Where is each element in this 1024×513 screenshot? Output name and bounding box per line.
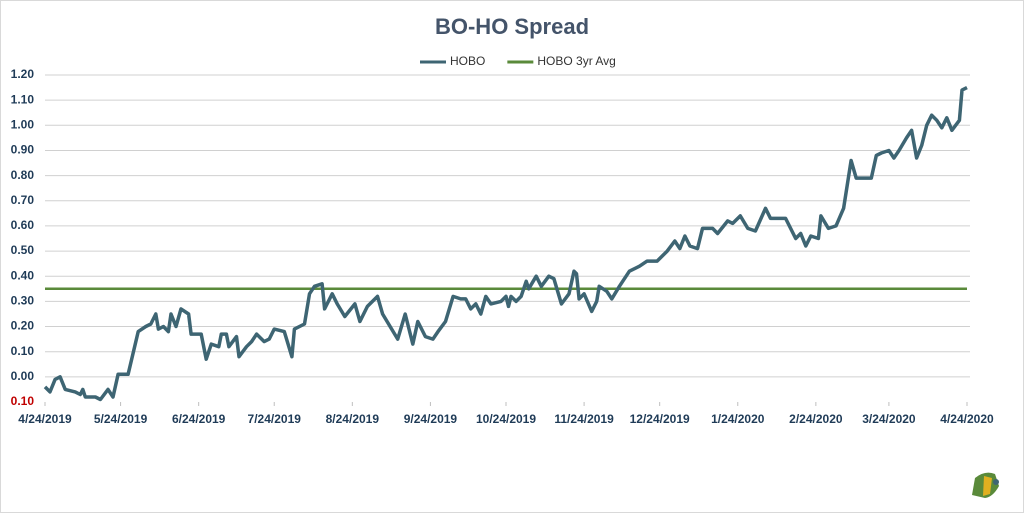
x-tick-label: 4/24/2020 — [940, 412, 994, 426]
y-tick-label: 0.90 — [11, 143, 35, 157]
y-tick-label: 0.00 — [11, 369, 35, 383]
x-tick-label: 6/24/2019 — [172, 412, 226, 426]
y-tick-label: 0.20 — [11, 319, 35, 333]
y-tick-label: 0.10 — [11, 344, 35, 358]
y-tick-label: 0.40 — [11, 268, 35, 282]
x-tick-label: 2/24/2020 — [789, 412, 843, 426]
y-tick-label: 1.00 — [11, 117, 35, 131]
x-tick-label: 10/24/2019 — [476, 412, 536, 426]
chart-title: BO-HO Spread — [435, 14, 589, 39]
y-tick-label: 0.30 — [11, 294, 35, 308]
x-tick-label: 12/24/2019 — [630, 412, 690, 426]
legend-label: HOBO — [450, 54, 485, 68]
x-tick-label: 1/24/2020 — [711, 412, 765, 426]
y-tick-label: 0.80 — [11, 168, 35, 182]
y-tick-label: 0.50 — [11, 243, 35, 257]
x-tick-label: 7/24/2019 — [248, 412, 302, 426]
logo — [972, 472, 999, 498]
x-tick-label: 4/24/2019 — [18, 412, 72, 426]
x-tick-label: 3/24/2020 — [862, 412, 916, 426]
series-line — [43, 86, 968, 402]
y-tick-label: 1.20 — [11, 67, 35, 81]
x-tick-label: 8/24/2019 — [326, 412, 380, 426]
x-tick-label: 9/24/2019 — [404, 412, 458, 426]
x-tick-label: 5/24/2019 — [94, 412, 148, 426]
x-tick-label: 11/24/2019 — [554, 412, 614, 426]
y-tick-label: 0.10 — [11, 394, 35, 408]
y-tick-label: 1.10 — [11, 92, 35, 106]
y-tick-label: 0.60 — [11, 218, 35, 232]
legend-label: HOBO 3yr Avg — [537, 54, 615, 68]
y-tick-label: 0.70 — [11, 193, 35, 207]
